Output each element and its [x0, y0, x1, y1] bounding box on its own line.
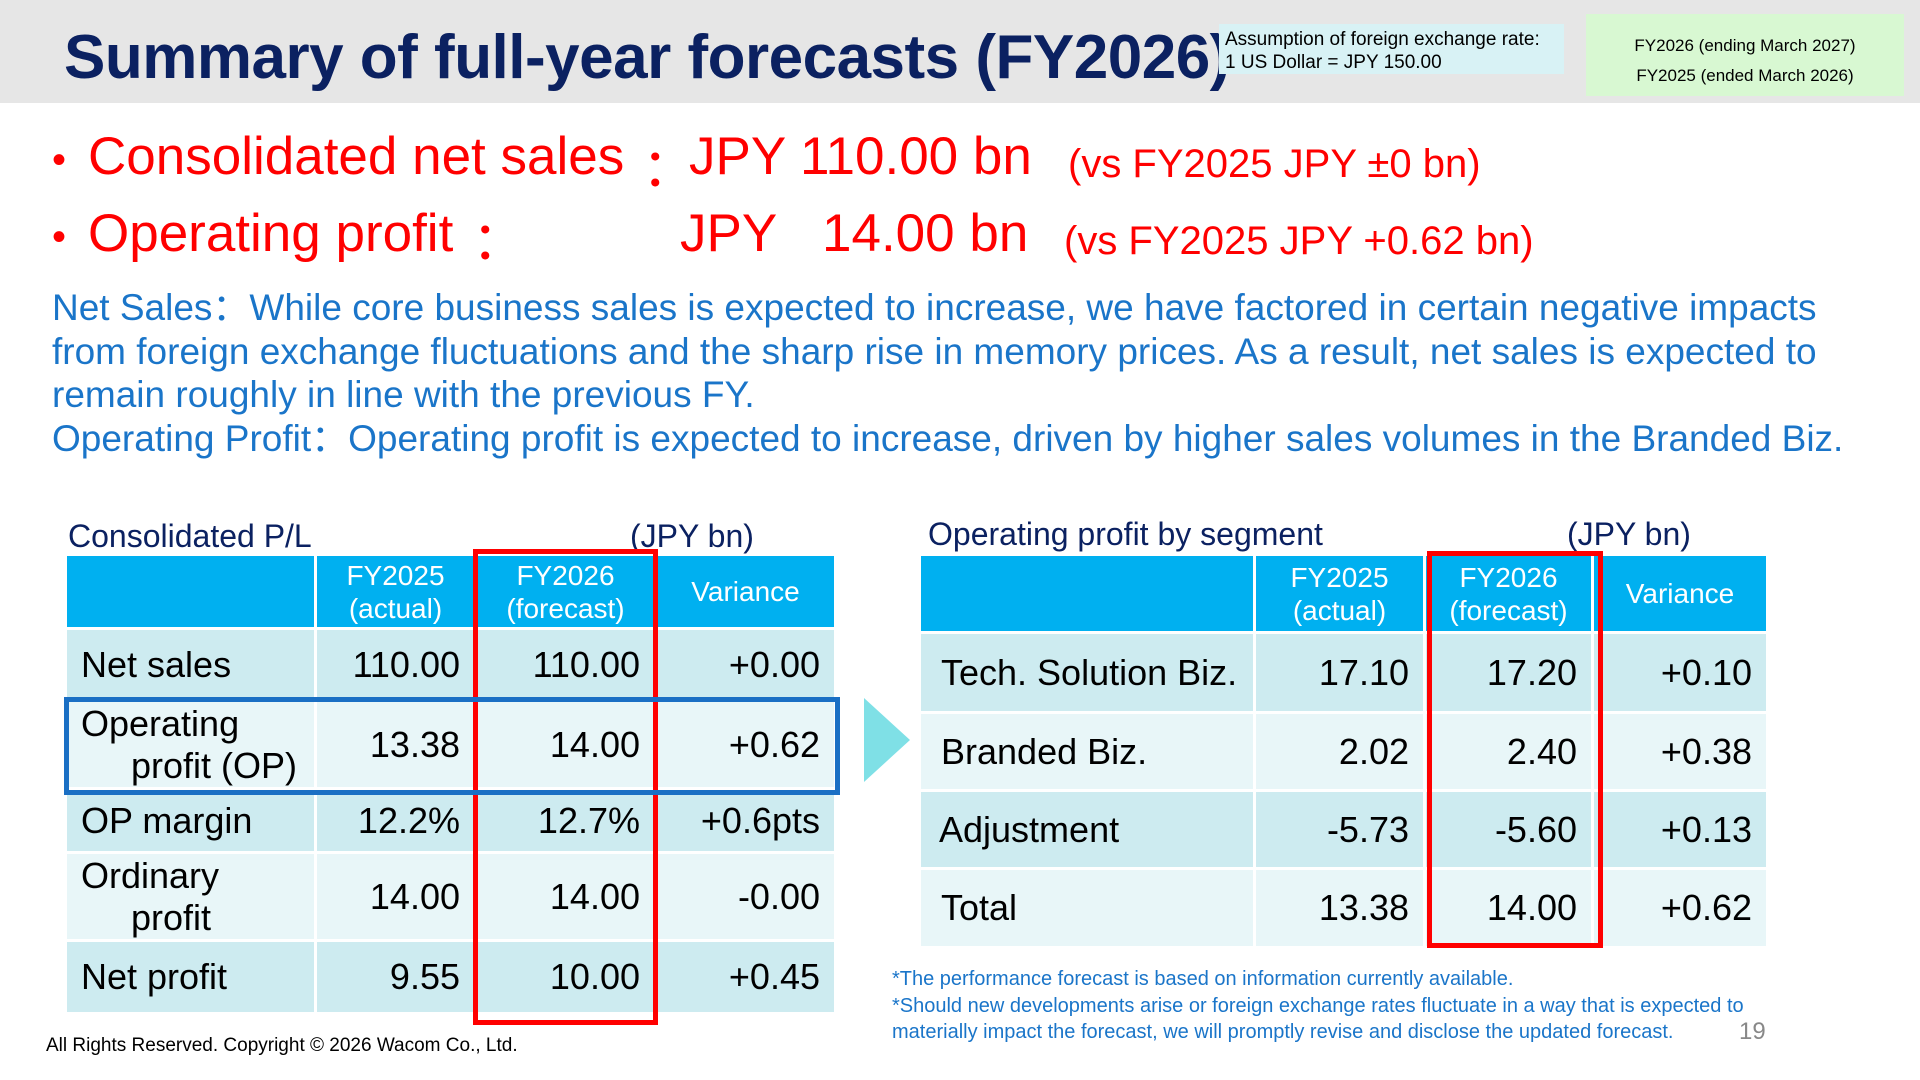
cell-fy2026: 110.00: [477, 630, 657, 702]
cell-fy2026: 10.00: [477, 942, 657, 1015]
headline-amount: 14.00 bn: [822, 204, 1029, 263]
header-cell-fy2025: FY2025 (actual): [1256, 556, 1426, 634]
footnotes: *The performance forecast is based on in…: [892, 966, 1752, 1046]
fiscal-year-line1: FY2026 (ending March 2027): [1634, 36, 1856, 55]
bullet: •: [52, 215, 67, 259]
fx-assumption-line2: 1 US Dollar = JPY 150.00: [1225, 52, 1442, 73]
cell-fy2026: -5.60: [1426, 792, 1594, 870]
fiscal-year-box: FY2026 (ending March 2027) FY2025 (ended…: [1586, 14, 1904, 96]
headline-currency: JPY: [680, 204, 778, 263]
header-cell-variance: Variance: [657, 556, 837, 630]
fiscal-year-line2: FY2025 (ended March 2026): [1636, 66, 1854, 85]
table-header-row: FY2025 (actual) FY2026 (forecast) Variance: [67, 556, 837, 630]
cell-fy2026: 12.7%: [477, 790, 657, 854]
cell-variance: +0.62: [657, 702, 837, 790]
fx-assumption-box: Assumption of foreign exchange rate: 1 U…: [1219, 24, 1564, 74]
cell-fy2026: 14.00: [1426, 870, 1594, 949]
cell-fy2025: 12.2%: [317, 790, 477, 854]
forecast-highlight-frame: [473, 549, 658, 1025]
arrow-right-icon: [864, 698, 910, 782]
operating-profit-highlight-frame: [64, 697, 840, 795]
headline-comparison: (vs FY2025 JPY ±0 bn): [1068, 142, 1481, 186]
row-label: Total: [921, 870, 1256, 949]
headline-separator: ：: [642, 139, 695, 198]
segment-forecast-highlight-frame: [1427, 551, 1603, 948]
header-cell-fy2026: FY2026 (forecast): [1426, 556, 1594, 634]
cell-fy2025: -5.73: [1256, 792, 1426, 870]
row-label: Tech. Solution Biz.: [921, 634, 1256, 714]
cell-fy2026: 2.40: [1426, 714, 1594, 792]
headline-net-sales: • Consolidated net sales ： JPY 110.00 bn…: [52, 126, 1552, 198]
headline-label: Consolidated net sales: [88, 127, 625, 186]
fx-assumption-line1: Assumption of foreign exchange rate:: [1225, 29, 1540, 50]
headline-value: JPY 110.00 bn: [689, 127, 1032, 186]
footnote-2: *Should new developments arise or foreig…: [892, 994, 1744, 1044]
commentary: Net Sales：While core business sales is e…: [52, 286, 1897, 460]
cell-variance: +0.00: [657, 630, 837, 702]
pl-table-title: Consolidated P/L: [68, 518, 312, 554]
commentary-operating-profit: Operating Profit：Operating profit is exp…: [52, 417, 1844, 459]
cell-fy2026: 14.00: [477, 854, 657, 942]
cell-variance: +0.10: [1594, 634, 1769, 714]
headline-operating-profit: • Operating profit ： JPY 14.00 bn (vs FY…: [52, 203, 1552, 273]
table-row: Net profit 9.55 10.00 +0.45: [67, 942, 837, 1015]
cell-fy2025: 2.02: [1256, 714, 1426, 792]
consolidated-pl-table: FY2025 (actual) FY2026 (forecast) Variance…: [67, 556, 837, 1015]
table-row: Tech. Solution Biz. 17.10 17.20 +0.10: [921, 634, 1769, 714]
cell-fy2026: 14.00: [477, 702, 657, 790]
header-cell-fy2026: FY2026 (forecast): [477, 556, 657, 630]
row-label: OP margin: [67, 790, 317, 854]
copyright: All Rights Reserved. Copyright © 2026 Wa…: [46, 1035, 518, 1056]
header-cell-fy2025: FY2025 (actual): [317, 556, 477, 630]
row-label: Net sales: [67, 630, 317, 702]
header-cell-variance: Variance: [1594, 556, 1769, 634]
footnote-1: *The performance forecast is based on in…: [892, 968, 1514, 990]
cell-fy2025: 13.38: [317, 702, 477, 790]
cell-fy2025: 110.00: [317, 630, 477, 702]
headline-label: Operating profit: [88, 204, 454, 263]
cell-variance: -0.00: [657, 854, 837, 942]
table-header-row: FY2025 (actual) FY2026 (forecast) Variance: [921, 556, 1769, 634]
row-label: Operating profit (OP): [67, 702, 317, 790]
commentary-net-sales: Net Sales：While core business sales is e…: [52, 287, 1817, 415]
headline-separator: ：: [472, 212, 525, 271]
table-row: Branded Biz. 2.02 2.40 +0.38: [921, 714, 1769, 792]
row-label: Adjustment: [921, 792, 1256, 870]
row-label: Net profit: [67, 942, 317, 1015]
header-cell-empty: [67, 556, 317, 630]
cell-fy2025: 17.10: [1256, 634, 1426, 714]
page-number: 19: [1739, 1018, 1766, 1045]
headline-comparison: (vs FY2025 JPY +0.62 bn): [1064, 219, 1534, 263]
cell-fy2026: 17.20: [1426, 634, 1594, 714]
header-cell-empty: [921, 556, 1256, 634]
cell-variance: +0.38: [1594, 714, 1769, 792]
cell-variance: +0.6pts: [657, 790, 837, 854]
cell-fy2025: 13.38: [1256, 870, 1426, 949]
table-row: Operating profit (OP) 13.38 14.00 +0.62: [67, 702, 837, 790]
row-label: Branded Biz.: [921, 714, 1256, 792]
table-row: Net sales 110.00 110.00 +0.00: [67, 630, 837, 702]
table-row: Adjustment -5.73 -5.60 +0.13: [921, 792, 1769, 870]
cell-fy2025: 9.55: [317, 942, 477, 1015]
cell-variance: +0.45: [657, 942, 837, 1015]
table-row: Ordinary profit 14.00 14.00 -0.00: [67, 854, 837, 942]
cell-fy2025: 14.00: [317, 854, 477, 942]
pl-table-unit: (JPY bn): [630, 518, 754, 554]
row-label: Ordinary profit: [67, 854, 317, 942]
segment-op-table: FY2025 (actual) FY2026 (forecast) Variance…: [921, 556, 1769, 949]
cell-variance: +0.62: [1594, 870, 1769, 949]
page-title: Summary of full-year forecasts (FY2026): [64, 23, 1230, 92]
table-row: Total 13.38 14.00 +0.62: [921, 870, 1769, 949]
segment-table-unit: (JPY bn): [1567, 516, 1691, 552]
cell-variance: +0.13: [1594, 792, 1769, 870]
segment-table-title: Operating profit by segment: [928, 516, 1323, 552]
table-row: OP margin 12.2% 12.7% +0.6pts: [67, 790, 837, 854]
bullet: •: [52, 138, 67, 182]
